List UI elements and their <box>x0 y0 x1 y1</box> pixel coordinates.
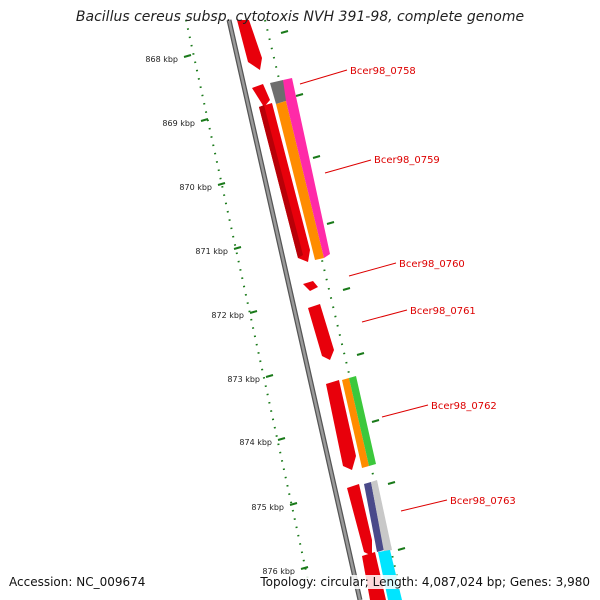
track-green <box>349 376 376 466</box>
inner-ticks <box>280 30 406 551</box>
kbp-label: 876 kbp <box>262 567 295 576</box>
gene-leader-line <box>400 499 448 512</box>
kbp-tick <box>300 566 309 570</box>
inner-kbp-tick <box>397 547 406 551</box>
inner-kbp-tick <box>295 93 304 97</box>
gene-label[interactable]: Bcer98_0761 <box>410 306 476 317</box>
inner-kbp-tick <box>326 221 335 225</box>
track-magenta <box>283 78 330 258</box>
kbp-tick <box>233 246 242 250</box>
gene-feature <box>237 20 262 70</box>
kbp-tick <box>289 502 298 506</box>
track-lightgrey <box>371 480 392 552</box>
gene-leader-line <box>324 159 372 174</box>
gene-feature <box>347 484 372 556</box>
track-orange <box>342 378 369 468</box>
gene-labels: Bcer98_0758 Bcer98_0759 Bcer98_0760 Bcer98_… <box>299 66 516 512</box>
inner-kbp-tick <box>312 155 321 159</box>
kbp-tick <box>265 374 274 378</box>
kbp-tick <box>200 118 209 122</box>
gene-feature <box>303 281 318 291</box>
kbp-label: 870 kbp <box>179 183 212 192</box>
kbp-label: 874 kbp <box>239 438 272 447</box>
kbp-label: 872 kbp <box>211 311 244 320</box>
kbp-label: 875 kbp <box>251 503 284 512</box>
kbp-label: 873 kbp <box>227 375 260 384</box>
genome-backbone-highlight <box>227 19 362 600</box>
gene-leader-line <box>348 262 397 277</box>
gene-label[interactable]: Bcer98_0759 <box>374 155 440 166</box>
kbp-tick <box>249 310 258 314</box>
kbp-label: 869 kbp <box>162 119 195 128</box>
gene-leader-line <box>299 69 348 85</box>
map-title: Bacillus cereus subsp. cytotoxis NVH 391… <box>75 9 525 25</box>
kbp-tick <box>183 54 192 58</box>
gene-label[interactable]: Bcer98_0763 <box>450 496 516 507</box>
gene-leader-line <box>361 309 408 323</box>
gene-label[interactable]: Bcer98_0758 <box>350 66 416 77</box>
inner-kbp-tick <box>356 352 365 356</box>
accession-text: Accession: NC_009674 <box>9 575 146 589</box>
inner-kbp-tick <box>371 419 380 423</box>
kbp-labels: 868 kbp 869 kbp 870 kbp 871 kbp 872 kbp 873 k… <box>145 55 295 576</box>
gene-leader-line <box>381 404 429 418</box>
track-navy <box>364 482 384 552</box>
kbp-tick <box>277 437 286 441</box>
gene-label[interactable]: Bcer98_0762 <box>431 401 497 412</box>
gene-feature <box>326 380 356 470</box>
kbp-label: 868 kbp <box>145 55 178 64</box>
inner-kbp-tick <box>280 30 289 34</box>
gene-features <box>237 20 402 600</box>
gene-label[interactable]: Bcer98_0760 <box>399 259 465 270</box>
gene-feature-shade <box>259 105 303 258</box>
gene-feature <box>308 304 334 360</box>
kbp-label: 871 kbp <box>195 247 228 256</box>
inner-kbp-tick <box>387 481 396 485</box>
genome-summary: Topology: circular; Length: 4,087,024 bp… <box>260 575 590 589</box>
major-ticks <box>183 54 309 570</box>
track-orange <box>276 101 324 260</box>
kbp-tick <box>217 182 226 186</box>
inner-kbp-tick <box>342 287 351 291</box>
gene-feature <box>252 84 270 107</box>
